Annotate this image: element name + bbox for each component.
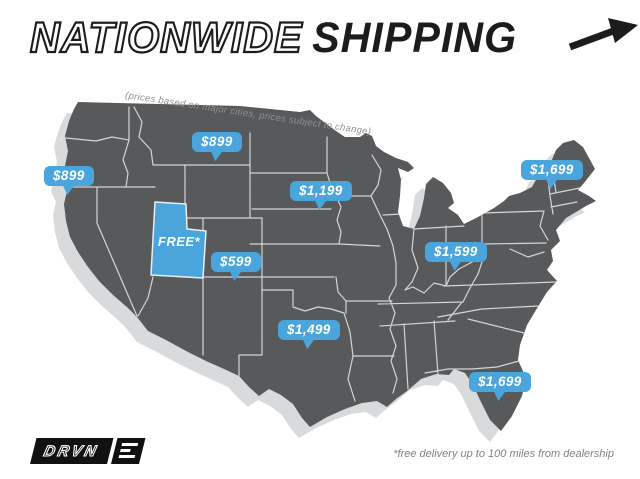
- logo-bar-bottom: [118, 455, 135, 458]
- price-tag-texas: $1,499: [278, 320, 340, 340]
- price-tag-colorado: $599: [211, 252, 261, 272]
- page-title: NATIONWIDE SHIPPING: [29, 13, 518, 63]
- price-tag-new-england: $1,699: [521, 160, 583, 180]
- utah-free-label: FREE*: [157, 234, 201, 249]
- title-word-nationwide: NATIONWIDE: [29, 13, 303, 63]
- price-tag-montana: $899: [192, 132, 242, 152]
- logo-bar-middle: [119, 449, 131, 452]
- price-tag-northern-california: $899: [44, 166, 94, 186]
- price-tag-south-dakota: $1,199: [290, 181, 352, 201]
- title-word-shipping: SHIPPING: [312, 14, 518, 62]
- price-tag-florida: $1,699: [469, 372, 531, 392]
- us-silhouette: [62, 102, 596, 431]
- drvn-logo-wordmark: DRVN: [30, 438, 113, 464]
- free-delivery-footnote: *free delivery up to 100 miles from deal…: [393, 448, 614, 460]
- drvn-logo: DRVN: [30, 438, 145, 464]
- arrow-icon: [568, 18, 638, 51]
- state-borders: [63, 106, 581, 402]
- price-tag-indiana: $1,599: [425, 242, 487, 262]
- logo-bar-top: [121, 443, 138, 446]
- utah-state: [150, 201, 207, 279]
